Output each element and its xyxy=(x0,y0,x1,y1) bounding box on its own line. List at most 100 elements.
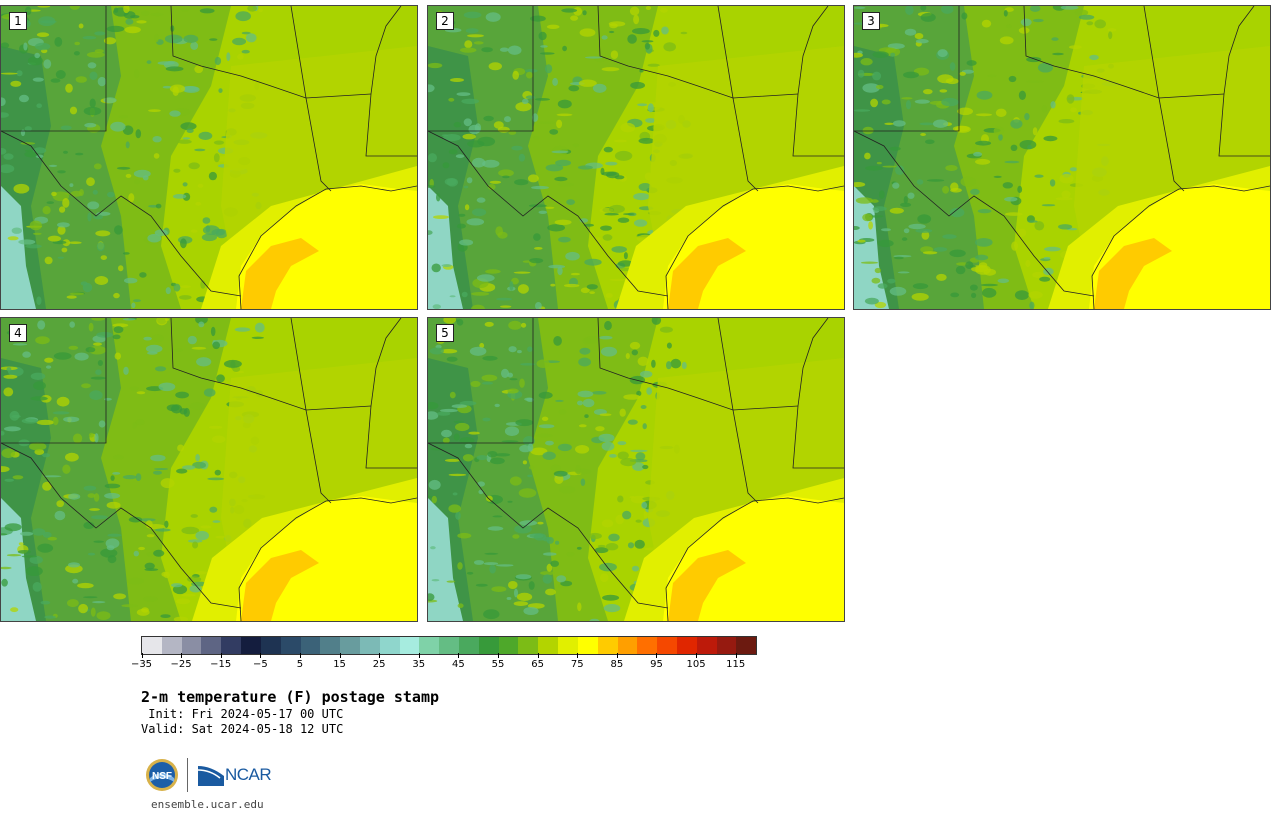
terrain-speckle xyxy=(496,564,514,567)
colorbar-segment xyxy=(399,637,420,654)
terrain-speckle xyxy=(975,158,991,165)
terrain-speckle xyxy=(129,386,139,391)
terrain-speckle xyxy=(488,62,502,71)
terrain-speckle xyxy=(133,299,141,302)
terrain-speckle xyxy=(627,419,638,425)
terrain-speckle xyxy=(12,475,24,480)
terrain-speckle xyxy=(623,213,635,216)
terrain-speckle xyxy=(600,346,618,357)
terrain-speckle xyxy=(602,594,620,601)
terrain-speckle xyxy=(632,28,650,35)
terrain-speckle xyxy=(1017,228,1027,237)
terrain-speckle xyxy=(191,346,207,350)
terrain-speckle xyxy=(549,129,559,135)
terrain-speckle xyxy=(952,125,970,132)
terrain-speckle xyxy=(428,62,443,69)
terrain-speckle xyxy=(920,6,927,11)
terrain-speckle xyxy=(13,183,30,194)
terrain-speckle xyxy=(4,426,21,432)
terrain-speckle xyxy=(444,178,457,186)
terrain-speckle xyxy=(519,520,538,526)
terrain-speckle xyxy=(192,541,199,549)
colorbar-tick xyxy=(220,653,222,658)
terrain-speckle xyxy=(545,440,554,446)
terrain-speckle xyxy=(1029,6,1041,12)
terrain-speckle xyxy=(546,563,553,572)
terrain-speckle xyxy=(164,520,169,528)
terrain-speckle xyxy=(1019,140,1037,150)
terrain-speckle xyxy=(488,184,496,190)
terrain-speckle xyxy=(1034,174,1044,178)
terrain-speckle xyxy=(528,465,535,470)
terrain-speckle xyxy=(868,221,873,230)
terrain-speckle xyxy=(122,318,136,321)
terrain-speckle xyxy=(862,83,880,93)
terrain-speckle xyxy=(937,49,948,58)
state-boundary xyxy=(290,6,332,192)
terrain-speckle xyxy=(146,60,152,64)
terrain-speckle xyxy=(1069,167,1078,172)
terrain-speckle xyxy=(180,122,197,131)
colorbar-tick-label: −25 xyxy=(170,659,192,670)
state-boundary xyxy=(792,93,844,157)
terrain-speckle xyxy=(485,12,501,22)
terrain-speckle xyxy=(254,322,265,333)
terrain-speckle xyxy=(877,239,894,248)
terrain-speckle xyxy=(32,232,42,235)
terrain-speckle xyxy=(914,99,930,104)
terrain-speckle xyxy=(557,443,572,452)
terrain-speckle xyxy=(114,225,123,235)
terrain-speckle xyxy=(507,388,519,394)
terrain-speckle xyxy=(901,237,908,241)
terrain-speckle xyxy=(87,201,100,210)
terrain-speckle xyxy=(470,380,481,388)
terrain-speckle xyxy=(554,219,572,225)
terrain-speckle xyxy=(32,528,46,536)
terrain-speckle xyxy=(573,7,583,16)
terrain-speckle xyxy=(518,488,537,498)
colorbar-segment xyxy=(736,637,757,654)
terrain-speckle xyxy=(599,413,612,416)
terrain-speckle xyxy=(61,247,68,253)
terrain-speckle xyxy=(477,481,485,487)
terrain-speckle xyxy=(25,244,42,249)
terrain-speckle xyxy=(533,136,540,140)
terrain-speckle xyxy=(923,89,933,95)
terrain-speckle xyxy=(462,133,476,140)
terrain-speckle xyxy=(482,417,491,422)
terrain-speckle xyxy=(860,58,873,66)
terrain-speckle xyxy=(540,52,555,55)
terrain-speckle xyxy=(472,157,486,168)
terrain-speckle xyxy=(188,539,203,543)
terrain-speckle xyxy=(208,425,223,429)
terrain-speckle xyxy=(35,336,50,345)
terrain-speckle xyxy=(179,295,192,300)
terrain-speckle xyxy=(1034,221,1045,231)
terrain-speckle xyxy=(1004,160,1020,164)
terrain-speckle xyxy=(1020,18,1032,27)
terrain-speckle xyxy=(509,378,518,381)
terrain-speckle xyxy=(139,272,147,278)
colorbar-segment xyxy=(577,637,598,654)
init-time: Init: Fri 2024-05-17 00 UTC xyxy=(141,707,344,721)
terrain-speckle xyxy=(113,7,119,13)
terrain-speckle xyxy=(48,164,58,167)
terrain-speckle xyxy=(16,70,23,77)
terrain-speckle xyxy=(251,336,264,339)
state-boundary xyxy=(1,6,107,132)
hot-patch-region xyxy=(241,550,319,621)
terrain-speckle xyxy=(977,209,992,214)
terrain-speckle xyxy=(177,139,192,144)
terrain-speckle xyxy=(443,318,457,324)
terrain-speckle xyxy=(507,45,522,55)
terrain-speckle xyxy=(982,287,997,298)
terrain-speckle xyxy=(640,405,647,409)
terrain-speckle xyxy=(583,223,594,227)
terrain-speckle xyxy=(428,185,436,188)
terrain-speckle xyxy=(933,247,948,252)
terrain-speckle xyxy=(12,343,28,346)
colorbar-tick xyxy=(498,653,500,658)
terrain-speckle xyxy=(542,451,556,460)
terrain-speckle xyxy=(495,226,503,237)
terrain-speckle xyxy=(449,391,456,399)
